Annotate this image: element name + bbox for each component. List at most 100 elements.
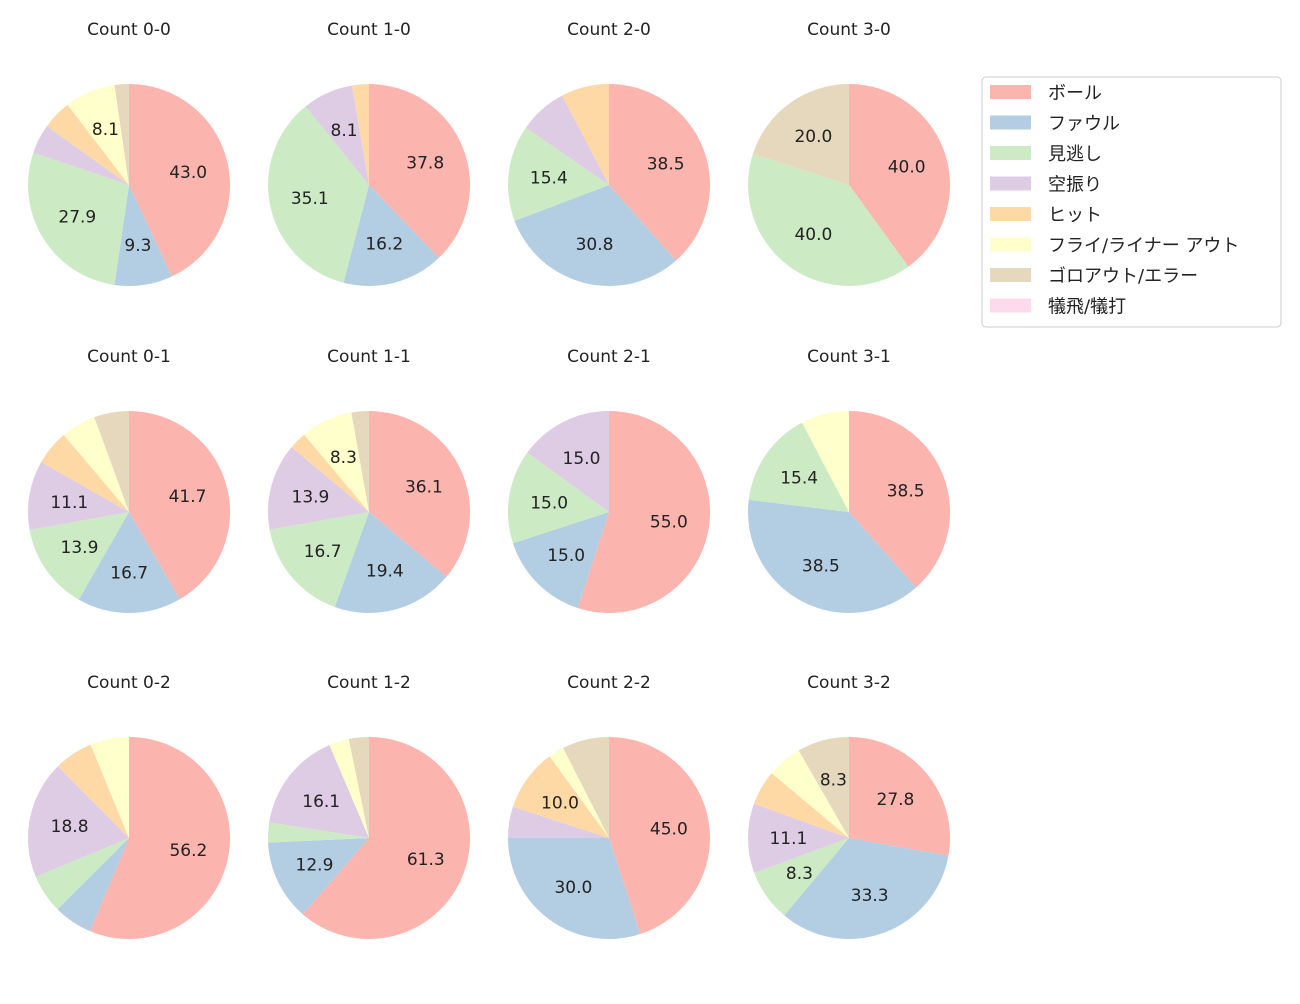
pie-slice-5 — [329, 739, 369, 838]
legend-entry: ボール — [1048, 83, 1102, 104]
pie-slice-1 — [268, 838, 369, 915]
legend-swatch — [990, 115, 1031, 130]
pie-slice-0 — [369, 84, 470, 258]
slice-label: 38.5 — [887, 482, 925, 502]
pie-slice-5 — [304, 412, 369, 512]
slice-label: 8.3 — [786, 864, 813, 884]
slice-label: 36.1 — [405, 477, 443, 497]
pie-slice-5 — [771, 750, 849, 838]
pie-slice-1 — [57, 838, 129, 932]
pie-slice-1 — [784, 838, 949, 939]
pie-slice-2 — [35, 838, 129, 910]
slice-label: 15.4 — [780, 469, 818, 489]
pie-slice-6 — [798, 737, 849, 838]
pie-slice-4 — [291, 434, 369, 512]
pie-slice-2 — [508, 452, 609, 544]
pie-slice-5 — [802, 411, 849, 512]
pie-slice-1 — [343, 185, 439, 286]
slice-label: 61.3 — [407, 850, 445, 870]
pie-title: Count 2-1 — [567, 347, 651, 367]
pie-slice-3 — [33, 126, 129, 185]
pie-slice-0 — [369, 411, 470, 577]
slice-label: 30.8 — [576, 235, 614, 255]
legend-entry: フライ/ライナー アウト — [1048, 236, 1239, 257]
pie-slice-0 — [609, 737, 711, 935]
slice-label: 15.0 — [563, 449, 601, 469]
legend-entry: 見逃し — [1048, 144, 1102, 165]
pie-slice-3 — [525, 95, 609, 185]
slice-label: 15.4 — [530, 169, 568, 189]
pie-title: Count 3-0 — [807, 20, 891, 40]
slice-label: 35.1 — [291, 189, 329, 209]
slice-label: 11.1 — [50, 493, 88, 513]
pie-slice-3 — [269, 745, 369, 838]
pie-slice-5 — [67, 85, 129, 185]
slice-label: 8.3 — [330, 448, 357, 468]
slice-label: 20.0 — [794, 127, 832, 147]
legend-entry: 空振り — [1048, 175, 1102, 196]
slice-label: 16.1 — [302, 792, 340, 812]
slice-label: 15.0 — [547, 546, 585, 566]
slice-label: 37.8 — [406, 153, 444, 173]
slice-label: 41.7 — [169, 487, 207, 507]
pie-slice-1 — [512, 512, 609, 609]
pie-slice-4 — [351, 84, 369, 185]
pie-slice-1 — [114, 185, 173, 286]
pie-slice-2 — [748, 153, 909, 286]
slice-label: 8.1 — [92, 120, 119, 140]
slice-label: 56.2 — [169, 841, 207, 861]
legend-box — [981, 76, 1282, 328]
pie-slice-0 — [129, 84, 230, 277]
slice-label: 43.0 — [169, 163, 207, 183]
pie-slice-4 — [753, 773, 849, 838]
slice-label: 16.2 — [365, 235, 403, 255]
pie-title: Count 3-2 — [807, 673, 891, 693]
slice-label: 13.9 — [61, 538, 99, 558]
slice-label: 27.8 — [877, 790, 915, 810]
slice-label: 8.3 — [820, 770, 847, 790]
slice-label: 8.1 — [331, 121, 358, 141]
pie-title: Count 1-2 — [327, 673, 411, 693]
pie-slice-4 — [512, 756, 609, 838]
slice-label: 19.4 — [366, 562, 404, 582]
pie-slice-0 — [609, 84, 710, 261]
pie-slice-2 — [269, 512, 369, 608]
pie-slice-2 — [28, 152, 129, 285]
pie-slice-1 — [334, 512, 447, 613]
pie-slice-0 — [577, 411, 710, 614]
pie-slice-6 — [563, 737, 609, 838]
pie-slice-0 — [849, 411, 950, 588]
slice-label: 33.3 — [851, 886, 889, 906]
pie-slice-2 — [507, 127, 609, 221]
pie-slice-3 — [268, 447, 369, 530]
pie-slice-3 — [748, 803, 849, 873]
slice-label: 18.8 — [51, 817, 89, 837]
pie-title: Count 2-2 — [567, 673, 651, 693]
pie-slice-1 — [508, 838, 641, 939]
slice-label: 13.9 — [292, 487, 330, 507]
slice-label: 15.0 — [530, 494, 568, 514]
pie-slice-5 — [63, 417, 129, 512]
slice-label: 55.0 — [650, 512, 688, 532]
legend-swatch — [990, 176, 1031, 191]
legend-swatch — [990, 146, 1031, 160]
slice-label: 10.0 — [541, 793, 579, 813]
legend-swatch — [990, 298, 1031, 313]
slice-label: 40.0 — [794, 225, 832, 245]
pie-slice-2 — [267, 106, 369, 283]
slice-label: 16.7 — [110, 564, 148, 584]
pie-title: Count 0-1 — [87, 347, 171, 367]
legend-swatch — [990, 268, 1031, 282]
pie-slice-3 — [27, 462, 129, 530]
slice-label: 12.9 — [296, 855, 334, 875]
pie-title: Count 2-0 — [567, 20, 651, 40]
slice-label: 40.0 — [888, 157, 926, 177]
legend-entry: ファウル — [1048, 114, 1120, 135]
slice-label: 30.0 — [554, 878, 592, 898]
pie-title: Count 1-1 — [327, 347, 411, 367]
slice-label: 16.7 — [304, 542, 342, 562]
slice-label: 45.0 — [650, 820, 688, 840]
pie-slice-4 — [57, 744, 129, 838]
